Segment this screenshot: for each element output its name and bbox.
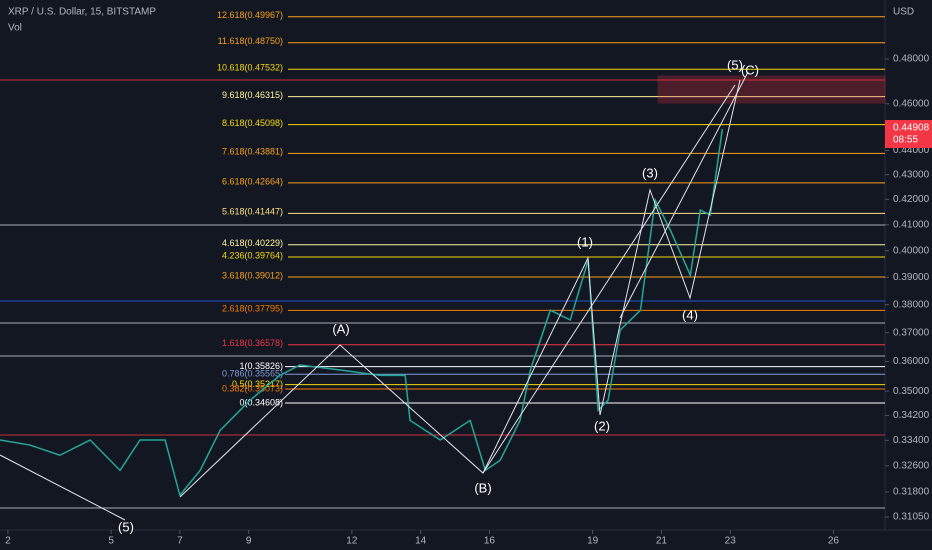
wave-label: (B) <box>474 480 491 495</box>
y-tick-label: 0.33400 <box>893 435 930 446</box>
price-line <box>0 128 724 497</box>
target-zone <box>657 75 886 104</box>
y-tick-label: 0.31800 <box>893 487 930 498</box>
y-tick-label: 0.42000 <box>893 194 930 205</box>
x-tick-label: 14 <box>415 536 427 547</box>
x-tick-label: 7 <box>177 536 183 547</box>
wave-label: (5) <box>118 519 134 534</box>
x-tick-label: 23 <box>725 536 737 547</box>
fib-label: 8.618(0.45098) <box>222 118 283 128</box>
fib-label: 9.618(0.46315) <box>222 90 283 100</box>
y-unit: USD <box>893 7 914 18</box>
fib-label: 1(0.35826) <box>239 361 283 371</box>
fib-label: 0.382(0.35073) <box>222 383 283 393</box>
price-tag <box>885 120 932 149</box>
wave-line <box>179 79 741 498</box>
wave-label: (5) <box>727 57 743 72</box>
y-tick-label: 0.31050 <box>893 512 930 523</box>
y-tick-label: 0.40000 <box>893 245 930 256</box>
y-tick-label: 0.32600 <box>893 460 930 471</box>
fib-label: 2.618(0.37795) <box>222 304 283 314</box>
y-tick-label: 0.39000 <box>893 272 930 283</box>
price-tag-value: 0.44908 <box>893 123 930 134</box>
x-tick-label: 26 <box>828 536 840 547</box>
fib-label: 0.5(0.35217) <box>232 379 283 389</box>
wave-label: (4) <box>682 307 698 322</box>
fib-label: 4.236(0.39764) <box>222 250 283 260</box>
x-tick-label: 12 <box>346 536 358 547</box>
y-tick-label: 0.37000 <box>893 327 930 338</box>
fib-label: 0.786(0.35565) <box>222 369 283 379</box>
chart-title: XRP / U.S. Dollar, 15, BITSTAMP <box>8 7 156 18</box>
fib-label: 10.618(0.47532) <box>217 63 283 73</box>
fib-label: 4.618(0.40229) <box>222 238 283 248</box>
x-tick-label: 2 <box>5 536 11 547</box>
wave-line <box>482 84 736 474</box>
x-tick-label: 19 <box>587 536 599 547</box>
price-tag-countdown: 08:55 <box>893 135 918 146</box>
wave-label: (A) <box>332 321 349 336</box>
wave-label: (C) <box>741 62 759 77</box>
fib-label: 12.618(0.49967) <box>217 10 283 20</box>
wave-line <box>619 71 749 319</box>
y-tick-label: 0.46000 <box>893 98 930 109</box>
fib-label: 6.618(0.42664) <box>222 176 283 186</box>
chart-subtitle: Vol <box>8 23 22 34</box>
fib-label: 5.618(0.41447) <box>222 207 283 217</box>
y-tick-label: 0.48000 <box>893 54 930 65</box>
x-tick-label: 16 <box>484 536 496 547</box>
y-tick-label: 0.43000 <box>893 169 930 180</box>
fib-label: 11.618(0.48750) <box>218 36 283 46</box>
fib-label: 7.618(0.43881) <box>222 147 283 157</box>
fib-label: 0(0.34608) <box>239 397 283 407</box>
fib-label: 1.618(0.36578) <box>222 338 283 348</box>
y-tick-label: 0.38000 <box>893 299 930 310</box>
x-tick-label: 5 <box>108 536 114 547</box>
wave-label: (1) <box>577 234 593 249</box>
x-tick-label: 21 <box>656 536 668 547</box>
wave-line <box>0 454 126 521</box>
wave-label: (3) <box>642 165 658 180</box>
y-tick-label: 0.36000 <box>893 356 930 367</box>
x-tick-label: 9 <box>246 536 252 547</box>
fib-label: 3.618(0.39012) <box>222 270 283 280</box>
wave-label: (2) <box>594 418 610 433</box>
y-tick-label: 0.35000 <box>893 386 930 397</box>
y-tick-label: 0.34200 <box>893 410 930 421</box>
y-tick-label: 0.41000 <box>893 219 930 230</box>
y-tick-label: 0.44000 <box>893 145 930 156</box>
